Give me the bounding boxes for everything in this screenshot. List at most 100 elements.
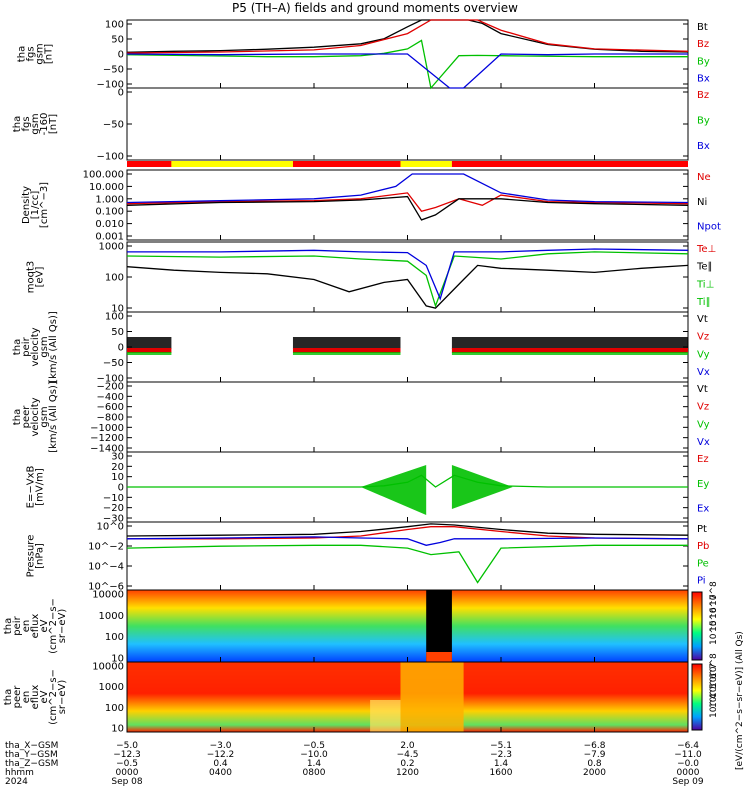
y-tick-label: 20 [111, 462, 124, 473]
y-axis-label: gsm [30, 113, 41, 134]
y-axis-label: peir [12, 615, 23, 635]
y-axis-label: tha [12, 339, 23, 355]
velocity-band-red-0 [127, 348, 172, 353]
colorbar-tick: 10^5 [709, 683, 719, 708]
y-tick-label: −100 [97, 152, 124, 163]
panel-frame [126, 521, 689, 591]
x-tick-label: −4.5 [397, 750, 419, 760]
velocity-band-green-0 [127, 352, 172, 355]
y-tick-label: 0 [118, 50, 124, 61]
y-tick-label: 100 [105, 312, 124, 323]
y-tick-label: 100.000 [83, 170, 124, 181]
trace-pressure-Pb [127, 526, 689, 540]
ion-spectrogram [127, 590, 688, 662]
x-tick-label: 0800 [303, 768, 326, 778]
efield-burst-1 [360, 465, 427, 515]
y-axis-label: sr−eV) [57, 680, 68, 715]
colorbar-tick: 10^7 [709, 663, 719, 688]
y-tick-label: −20 [103, 503, 124, 514]
y-tick-label: −400 [97, 392, 124, 403]
legend-Ey: Ey [697, 479, 709, 490]
legend-Te∥: Te∥ [696, 262, 713, 273]
velocity-band-green-1 [292, 352, 401, 355]
y-tick-label: 100 [105, 703, 124, 714]
electron-spectrogram-band [370, 700, 401, 732]
x-tick-label: −0.0 [677, 759, 699, 769]
legend-Vx: Vx [697, 367, 710, 378]
y-axis-label: [km/s (All Qs)] [48, 311, 59, 383]
legend-Vy: Vy [697, 419, 710, 430]
y-axis-label: tha [17, 46, 28, 62]
y-tick-label: −1200 [90, 433, 124, 444]
x-tick-label: −5.1 [490, 741, 512, 751]
y-tick-label: −100 [97, 80, 124, 91]
x-tick-label: −3.0 [210, 741, 232, 751]
velocity-band-green-2 [451, 352, 688, 355]
x-tick-label: 2.0 [400, 741, 415, 751]
legend-Vy: Vy [697, 349, 710, 360]
y-tick-label: 100 [105, 273, 124, 284]
y-tick-label: 0.010 [95, 219, 124, 230]
legend-Pe: Pe [697, 558, 709, 569]
y-axis-label: gsm [39, 406, 50, 427]
y-axis-label: Density [21, 186, 32, 224]
x-tick-label: −12.3 [113, 750, 141, 760]
x-row-label: tha_Z−GSM [5, 759, 58, 769]
legend-By: By [697, 56, 710, 67]
x-tick-label: 1.4 [307, 759, 322, 769]
trace-fgs-gsm-By [126, 39, 688, 90]
y-tick-label: −50 [103, 120, 124, 131]
y-tick-label: 1.000 [95, 194, 124, 205]
colorbar-tick: 10^6 [709, 607, 719, 632]
y-tick-label: −10 [103, 493, 124, 504]
y-tick-label: −1000 [90, 423, 124, 434]
y-tick-label: 10^0 [97, 522, 124, 533]
y-axis-label: eflux [30, 614, 41, 639]
y-axis-label: [nT] [48, 114, 59, 134]
colorbars: 10^810^710^610^510^810^710^610^510^4 [691, 581, 719, 731]
x-row-label: tha_X−GSM [5, 741, 58, 751]
legend-Ni: Ni [697, 197, 707, 208]
y-axis-label: [cm^−3] [39, 182, 50, 228]
status-segment-1 [171, 161, 293, 167]
y-axis-label: eV [39, 619, 50, 632]
y-tick-label: 0 [118, 483, 124, 494]
colorbar-tick: 10^4 [709, 693, 719, 718]
legend-Pb: Pb [697, 541, 709, 552]
x-axis-labels: tha_X−GSMtha_Y−GSMtha_Z−GSMhhmm2024−5.0−… [5, 83, 704, 787]
y-tick-label: 10 [111, 724, 124, 735]
x-tick-label: 2000 [583, 768, 606, 778]
electron-spectrogram-hot [400, 662, 464, 732]
panel-pressure: 10^0 10^−2 10^−4 10^−6 Pressure[nPa] Pt Pb Pe Pi [26, 521, 709, 593]
trace-temperature-Ti∥ [126, 251, 689, 308]
colorbar-label: [eV/(cm^2−s−sr−eV)] (All Qs) [735, 631, 745, 770]
y-axis-label: [mV/m] [35, 468, 46, 506]
ion-spectrogram-gap [426, 590, 452, 662]
legend-Bz: Bz [697, 39, 709, 50]
y-axis-label: tha [3, 618, 14, 634]
spectrograms [126, 589, 689, 733]
status-bar [127, 161, 688, 167]
y-axis-label: [eV] [35, 267, 46, 288]
y-tick-label: 50 [111, 327, 124, 338]
y-axis-label: tha [12, 409, 23, 425]
colorbar-tick: 10^7 [709, 594, 719, 619]
y-axis-label: tha [3, 689, 14, 705]
legend-Pt: Pt [697, 524, 707, 535]
y-axis-label: fgs [26, 46, 37, 61]
trace-fgs-gsm-Bx [126, 53, 688, 89]
trace-fgs-gsm-Bt [126, 19, 689, 53]
legend-Ti∥: Ti∥ [696, 297, 711, 308]
y-axis-label: eV [39, 690, 50, 703]
y-axis-label: peir [21, 336, 32, 356]
y-axis-label: Pressure [26, 535, 37, 578]
velocity-band-red-2 [451, 348, 688, 353]
x-tick-label: −7.9 [584, 750, 606, 760]
y-tick-label: 10000 [92, 662, 124, 673]
y-tick-label: 10.000 [89, 182, 124, 193]
legend-Ne: Ne [697, 172, 711, 183]
x-tick-label: −6.4 [677, 741, 699, 751]
legend-Vx: Vx [697, 437, 710, 448]
y-tick-label: 10 [111, 304, 124, 315]
